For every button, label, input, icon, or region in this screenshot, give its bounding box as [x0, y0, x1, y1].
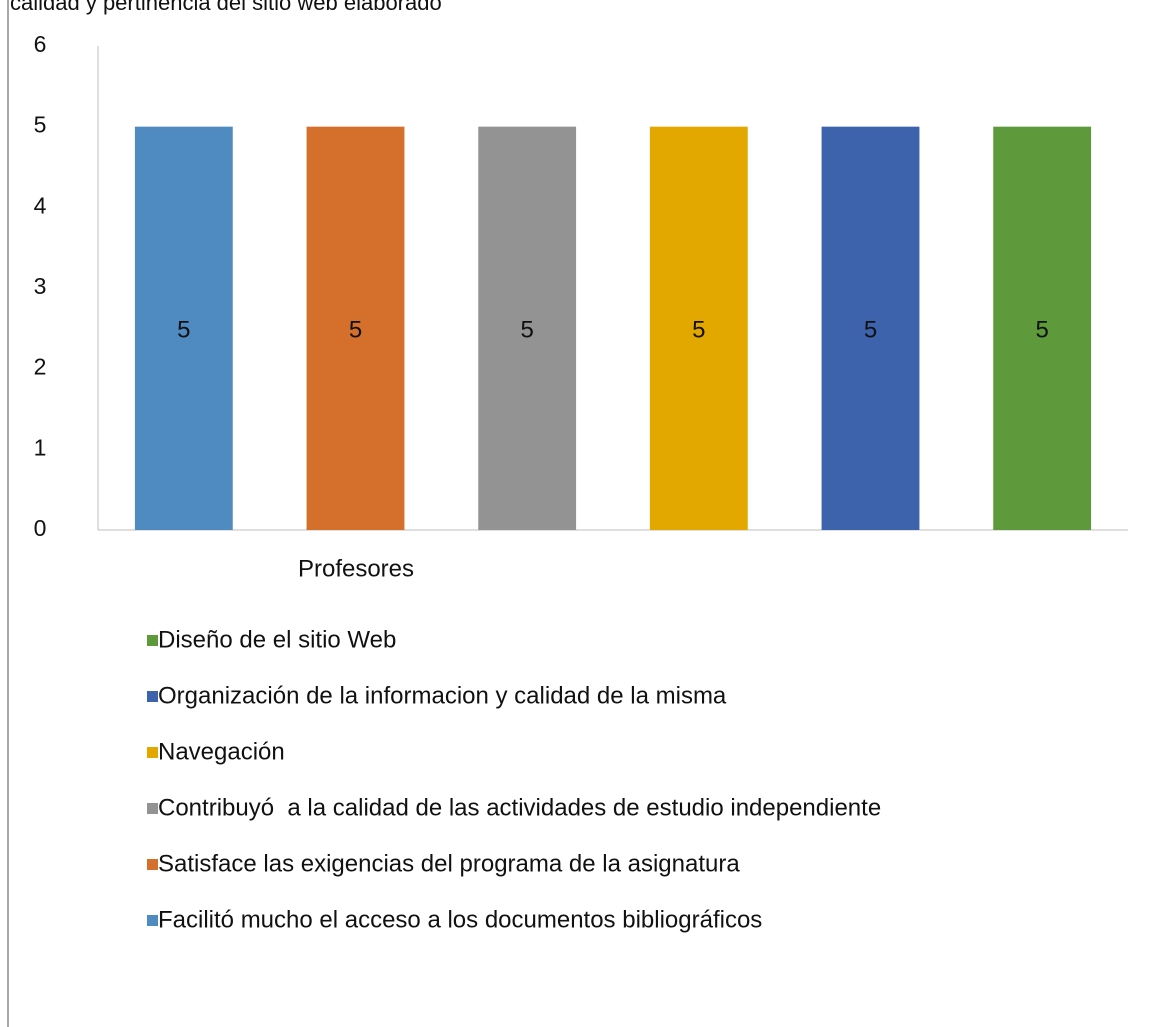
legend-label: Contribuyó a la calidad de las actividad…	[158, 794, 881, 821]
chart-title: calidad y pertinencia del sitio web elab…	[10, 0, 442, 15]
x-tick-label: Profesores	[298, 555, 414, 582]
data-label: 5	[349, 317, 362, 344]
legend-label: Facilitó mucho el acceso a los documento…	[158, 906, 762, 933]
legend-label: Organización de la informacion y calidad…	[158, 682, 727, 709]
data-label: 5	[692, 317, 705, 344]
y-tick-label: 1	[34, 434, 47, 460]
bar	[821, 126, 920, 531]
bar	[306, 126, 405, 531]
legend-swatch	[147, 691, 158, 702]
legend-label: Navegación	[158, 738, 285, 765]
data-label: 5	[1035, 317, 1048, 344]
legend-label: Satisface las exigencias del programa de…	[158, 850, 740, 877]
y-tick-label: 3	[34, 273, 47, 299]
data-label: 5	[520, 317, 533, 344]
legend-label: Diseño de el sitio Web	[158, 626, 396, 653]
y-tick-label: 6	[34, 31, 47, 57]
legend-swatch	[147, 635, 158, 646]
legend-swatch	[147, 859, 158, 870]
bar	[993, 126, 1092, 531]
legend-swatch	[147, 803, 158, 814]
data-label: 5	[177, 317, 190, 344]
legend-swatch	[147, 747, 158, 758]
data-label: 5	[864, 317, 877, 344]
bar	[134, 126, 233, 531]
y-tick-label: 4	[34, 192, 47, 218]
legend-swatch	[147, 915, 158, 926]
bar	[478, 126, 577, 531]
y-tick-label: 5	[34, 112, 47, 138]
y-tick-label: 2	[34, 354, 47, 380]
y-tick-label: 0	[34, 515, 47, 541]
bar	[649, 126, 748, 531]
